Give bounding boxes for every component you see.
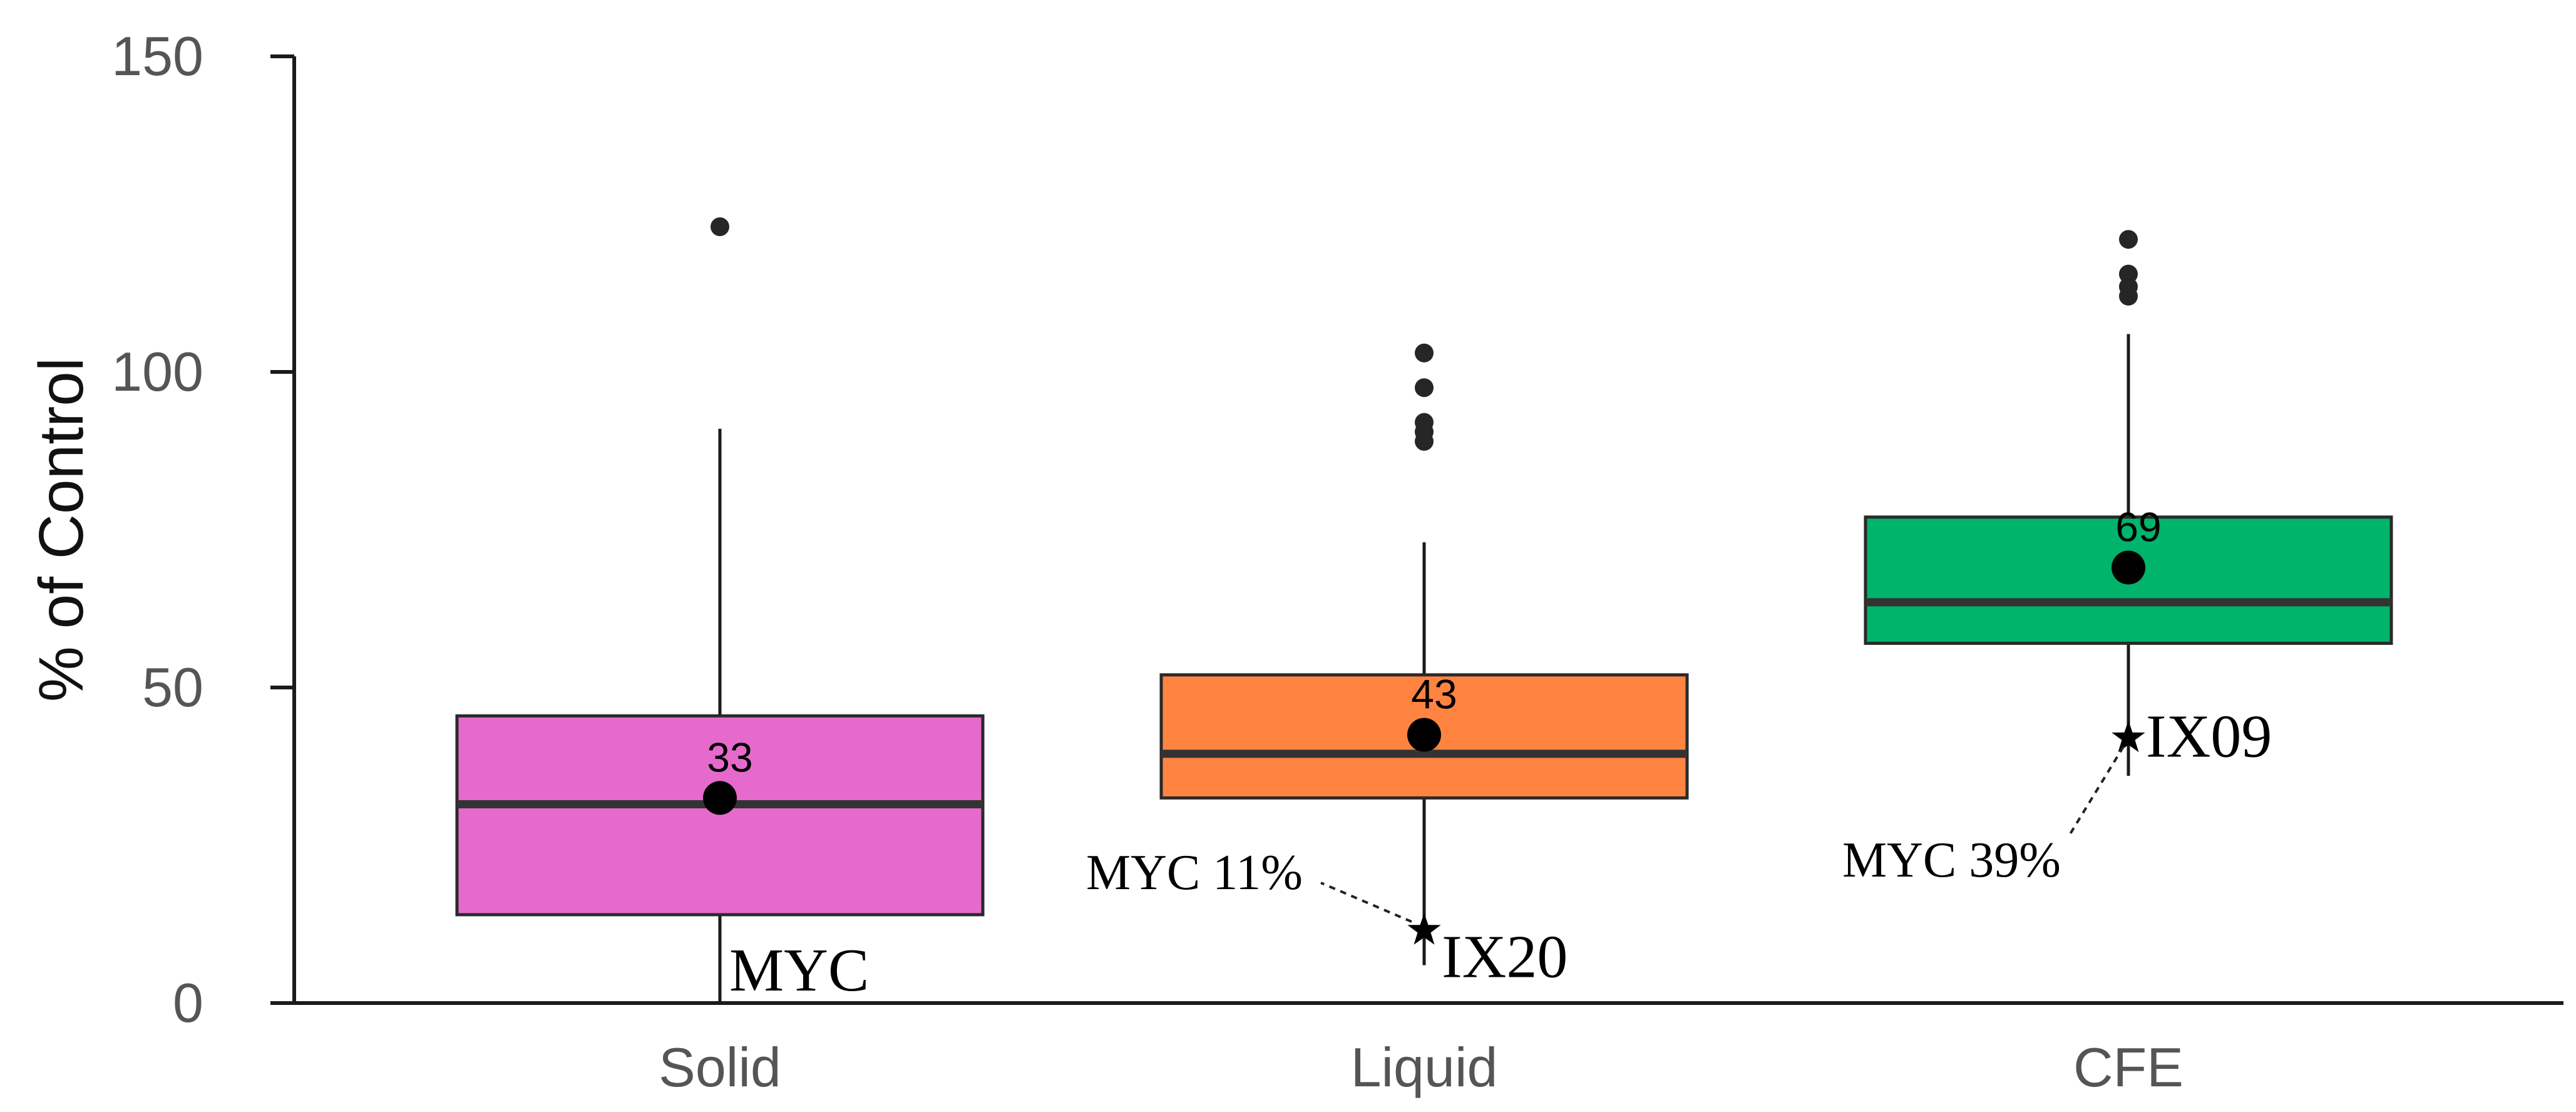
annotation-label: IX20 xyxy=(1442,923,1568,991)
box-solid: 33 xyxy=(455,217,985,1003)
mean-point xyxy=(1407,718,1441,752)
outlier-point xyxy=(711,217,729,237)
outlier-point xyxy=(2119,264,2138,284)
y-tick-label: 50 xyxy=(142,656,203,718)
annotation-label: MYC xyxy=(729,937,869,1004)
y-tick-label: 100 xyxy=(111,341,203,403)
outlier-point xyxy=(2119,230,2138,249)
outlier-point xyxy=(1415,378,1434,398)
x-tick-label: Solid xyxy=(659,1036,781,1098)
callout-leader xyxy=(2068,746,2125,837)
callout-text: MYC 11% xyxy=(1086,845,1303,900)
annotations: MYC IX20 MYC 11% IX09 MYC 39% xyxy=(729,703,2272,1004)
outlier-point xyxy=(1415,413,1434,432)
y-tick-label: 0 xyxy=(173,972,203,1034)
y-axis-title: % of Control xyxy=(26,358,96,702)
outlier-point xyxy=(1415,343,1434,363)
y-tick-label: 150 xyxy=(111,25,203,87)
annotation-label: IX09 xyxy=(2146,703,2272,770)
box-liquid: 43 xyxy=(1159,343,1689,965)
axes: 0 50 100 150 % of Control Solid Liquid CFE xyxy=(26,25,2563,1098)
annotation-ix20: IX20 MYC 11% xyxy=(1086,845,1568,991)
callout-text: MYC 39% xyxy=(1842,833,2061,888)
annotation-ix09: IX09 MYC 39% xyxy=(1842,703,2272,888)
mean-label: 69 xyxy=(2115,503,2161,550)
mean-label: 43 xyxy=(1411,671,1457,718)
mean-point xyxy=(703,781,737,815)
callout-leader xyxy=(1320,882,1412,923)
mean-label: 33 xyxy=(707,734,752,780)
star-marker xyxy=(2112,720,2145,753)
mean-point xyxy=(2112,550,2145,585)
iqr-box xyxy=(455,714,985,917)
box-plot-series: 33 43 69 xyxy=(455,217,2393,1003)
x-tick-label: CFE xyxy=(2073,1036,2183,1098)
box-cfe: 69 xyxy=(1864,230,2393,776)
annotation-myc: MYC xyxy=(729,937,869,1004)
star-marker xyxy=(1407,913,1441,945)
x-tick-label: Liquid xyxy=(1351,1036,1498,1098)
